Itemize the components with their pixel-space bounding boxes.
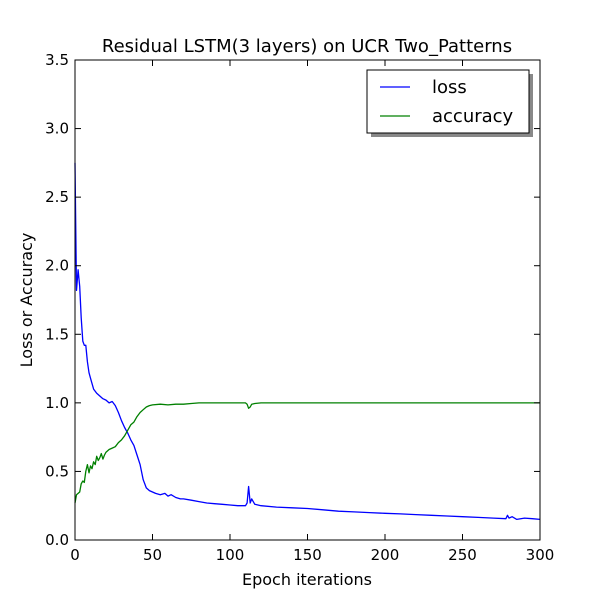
y-tick-label: 2.5 <box>45 188 69 206</box>
plot-frame <box>74 59 541 541</box>
x-tick-label: 150 <box>293 546 322 564</box>
y-tick-label: 0.5 <box>45 462 69 480</box>
tick-layer: 0 50 100 150 200 250 300 0.0 0.5 1.0 1.5 2.0 2.5 3.0 3… <box>45 51 554 564</box>
y-tick-label: 0.0 <box>45 531 69 549</box>
legend: loss accuracy <box>366 69 533 137</box>
series-layer <box>74 162 541 521</box>
x-axis-label: Epoch iterations <box>242 570 372 589</box>
x-tick-label: 0 <box>70 546 80 564</box>
legend-box <box>366 69 530 134</box>
x-tick-label: 300 <box>526 546 555 564</box>
series-line-accuracy <box>74 402 540 504</box>
x-tick-label: 200 <box>371 546 400 564</box>
legend-label-accuracy: accuracy <box>432 106 514 127</box>
legend-label-loss: loss <box>432 77 467 98</box>
y-tick-label: 1.5 <box>45 325 69 343</box>
series-line-loss <box>74 162 541 521</box>
y-axis-label: Loss or Accuracy <box>17 233 36 368</box>
chart-title: Residual LSTM(3 layers) on UCR Two_Patte… <box>102 36 512 57</box>
y-tick-label: 3.5 <box>45 51 69 69</box>
y-tick-label: 1.0 <box>45 394 69 412</box>
x-tick-label: 50 <box>143 546 162 564</box>
y-tick-label: 3.0 <box>45 120 69 138</box>
x-tick-label: 250 <box>448 546 477 564</box>
x-tick-label: 100 <box>216 546 245 564</box>
y-tick-label: 2.0 <box>45 257 69 275</box>
plot-area <box>75 60 540 540</box>
